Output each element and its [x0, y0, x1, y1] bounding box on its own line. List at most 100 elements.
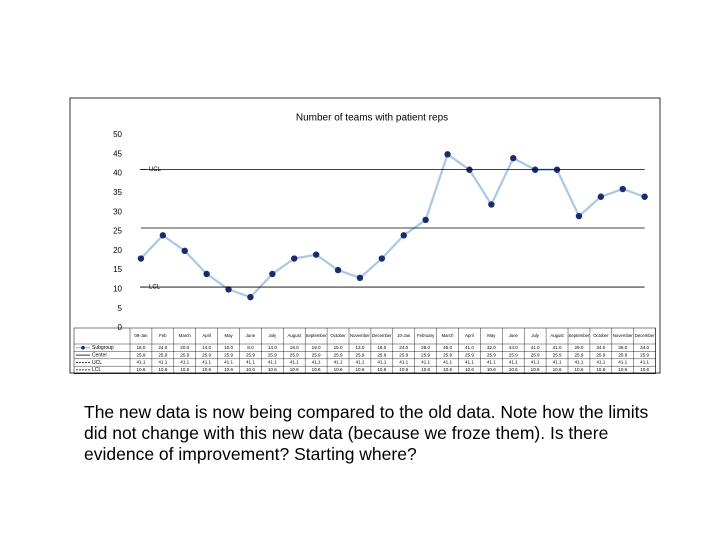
data-point [575, 212, 583, 220]
data-point [356, 274, 364, 282]
data-point [334, 266, 342, 274]
table-value: 41.1 [224, 360, 233, 365]
table-value: 18.0 [136, 345, 145, 350]
table-value: 10.6 [421, 367, 430, 372]
y-tick-label: 0 [118, 323, 123, 332]
table-value: 41.1 [574, 360, 583, 365]
data-point [269, 270, 276, 278]
table-value: 41.1 [355, 360, 364, 365]
y-tick-label: 35 [113, 188, 122, 197]
table-value: 41.1 [487, 360, 496, 365]
table-value: 25.9 [553, 352, 562, 357]
x-tick-label: April [202, 333, 211, 338]
table-value: 10.6 [399, 367, 408, 372]
table-value: 10.6 [487, 367, 496, 372]
annotation: LCL [149, 285, 161, 291]
table-value: 44.0 [509, 345, 518, 350]
table-value: 15.0 [334, 345, 343, 350]
x-tick-label: October [593, 333, 609, 338]
table-value: 10.6 [531, 367, 540, 372]
table-value: 34.0 [640, 345, 649, 350]
table-value: 25.9 [377, 352, 386, 357]
table-value: 25.9 [224, 352, 233, 357]
table-value: 25.9 [202, 352, 211, 357]
data-point [137, 255, 145, 262]
x-tick-label: March [442, 333, 455, 338]
table-value: 14.0 [268, 345, 277, 350]
legend-label: UCL [92, 360, 102, 366]
table-value: 41.1 [399, 360, 408, 365]
x-tick-label: May [224, 333, 233, 338]
table-value: 25.9 [574, 352, 583, 357]
x-tick-label: November [350, 333, 370, 338]
table-value: 25.9 [531, 352, 540, 357]
data-point [619, 185, 626, 193]
y-tick-label: 50 [113, 130, 122, 139]
table-value: 41.1 [596, 360, 605, 365]
table-value: 25.9 [618, 352, 627, 357]
table-value: 25.9 [290, 352, 299, 357]
data-point [597, 193, 605, 200]
table-value: 10.6 [246, 367, 255, 372]
data-point [641, 193, 648, 200]
x-tick-label: August [288, 333, 302, 338]
table-value: 24.0 [158, 345, 167, 350]
data-point [225, 286, 232, 293]
table-value: 25.9 [465, 352, 474, 357]
table-value: 28.0 [421, 345, 430, 350]
table-value: 25.9 [158, 352, 167, 357]
table-value: 10.6 [290, 367, 299, 372]
legend-label: Subgroup [92, 345, 114, 351]
x-tick-label: October [330, 333, 346, 338]
chart: Number of teams with patient reps 0 5 10 15… [69, 97, 661, 374]
chart-title: Number of teams with patient reps [296, 113, 448, 124]
table-value: 41.1 [509, 360, 518, 365]
x-tick-label: August [550, 333, 564, 338]
table-value: 41.1 [268, 360, 277, 365]
table-value: 25.9 [640, 352, 649, 357]
data-point [378, 255, 386, 262]
table-value: 18.0 [377, 345, 386, 350]
table-value: 41.1 [465, 360, 474, 365]
y-tick-label: 40 [113, 169, 122, 178]
y-tick-label: 30 [113, 207, 122, 216]
table-value: 10.6 [465, 367, 474, 372]
x-tick-label: November [613, 333, 633, 338]
table-value: 8.0 [247, 345, 254, 350]
table-value: 25.9 [334, 352, 343, 357]
table-value: 20.0 [180, 345, 189, 350]
table-value: 32.0 [487, 345, 496, 350]
table-value: 10.6 [509, 367, 518, 372]
table-value: 10.6 [443, 367, 452, 372]
x-tick-label: April [465, 333, 474, 338]
table-value: 25.9 [136, 352, 145, 357]
table-value: 41.1 [158, 360, 167, 365]
table-value: 25.9 [596, 352, 605, 357]
table-value: 41.1 [553, 360, 562, 365]
x-tick-label: September [568, 333, 590, 338]
x-tick-label: February [417, 333, 435, 338]
x-tick-label: 09-Jan [134, 333, 148, 338]
chart-frame [69, 97, 661, 374]
y-tick-label: 10 [113, 285, 122, 294]
table-value: 41.0 [465, 345, 474, 350]
table-value: 10.6 [158, 367, 167, 372]
data-point [291, 255, 298, 262]
data-point [444, 151, 451, 158]
table-value: 13.0 [355, 345, 364, 350]
table-value: 41.1 [421, 360, 430, 365]
legend-label: LCL [92, 367, 101, 373]
table-value: 25.9 [421, 352, 430, 357]
table-value: 10.6 [268, 367, 277, 372]
table-value: 41.1 [312, 360, 321, 365]
table-value: 10.6 [377, 367, 386, 372]
table-value: 45.0 [443, 345, 452, 350]
x-tick-label: May [487, 333, 496, 338]
table-value: 36.0 [618, 345, 627, 350]
data-point [247, 293, 254, 301]
table-value: 24.0 [399, 345, 408, 350]
table-value: 10.6 [202, 367, 211, 372]
table-value: 14.0 [202, 345, 211, 350]
y-tick-label: 20 [113, 246, 122, 255]
